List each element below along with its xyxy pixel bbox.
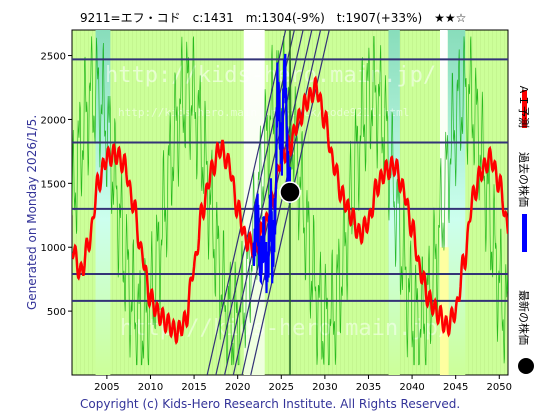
past-series [252, 53, 292, 294]
x-tick-label-5: 2030 [312, 382, 337, 393]
trend-line-1 [215, 30, 295, 375]
generated-label: Generated on Monday 2026/1/5. [25, 115, 39, 310]
chart-title: 9211=エフ・コド c:1431 m:1304(-9%) t:1907(+33… [80, 11, 466, 25]
copyright: Copyright (c) Kids-Hero Research Institu… [80, 397, 460, 411]
y-axis: 500 1000 1500 2000 2500 [41, 52, 72, 318]
y-tick-label-1: 1000 [41, 243, 66, 254]
forecast-series [72, 75, 508, 345]
watermark-sub: http://kids-hero.main.jp/stock/code9211.… [118, 106, 409, 119]
y-tick-label-0: 500 [47, 307, 66, 318]
x-tick-label-7: 2040 [399, 382, 424, 393]
legend: ＡＩ予測 過去の株価 最新の株価 [517, 84, 534, 374]
band-3 [439, 30, 448, 375]
y-tick-label-3: 2000 [41, 115, 66, 126]
x-tick-label-6: 2035 [356, 382, 381, 393]
y-tick-label-2: 1500 [41, 179, 66, 190]
band-5 [439, 247, 449, 375]
x-tick-label-4: 2025 [269, 382, 294, 393]
x-tick-label-3: 2020 [225, 382, 250, 393]
legend-latest-label: 最新の株価 [517, 290, 531, 345]
x-tick-label-8: 2045 [443, 382, 468, 393]
x-tick-label-9: 2050 [487, 382, 512, 393]
latest-point [279, 181, 301, 203]
y-tick-label-4: 2500 [41, 52, 66, 63]
watermark-main: http://kids-hero.main.jp/ [105, 63, 436, 88]
legend-forecast-label: ＡＩ予測 [517, 84, 531, 128]
past-line [252, 53, 292, 294]
x-tick-label-0: 2005 [94, 382, 119, 393]
legend-latest-marker [518, 358, 534, 374]
legend-past-swatch [522, 214, 527, 252]
latest-point-marker [279, 181, 301, 203]
legend-past-label: 過去の株価 [517, 152, 531, 207]
x-tick-label-1: 2010 [138, 382, 163, 393]
x-tick-label-2: 2015 [181, 382, 206, 393]
legend-forecast-swatch [522, 90, 527, 128]
forecast-line [72, 75, 508, 345]
trend-line-4 [241, 30, 322, 375]
trend-line-0 [206, 30, 287, 375]
x-axis: 2005 2010 2015 2020 2025 2030 2035 2040 2045 2050 [94, 375, 512, 393]
